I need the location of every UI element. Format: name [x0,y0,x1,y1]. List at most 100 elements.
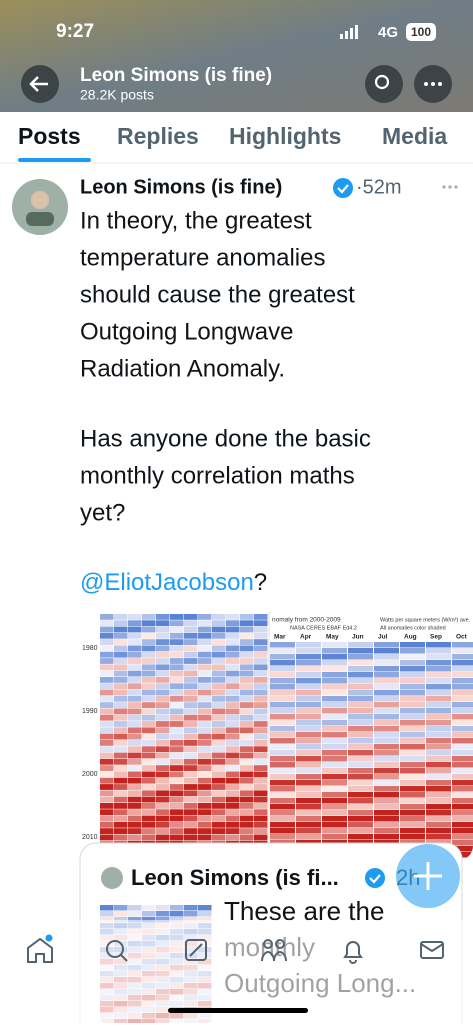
cell [142,733,156,740]
tab[interactable]: Highlights [229,123,341,149]
cell [198,777,212,784]
cell [452,642,473,648]
cell [170,803,184,809]
cell [348,702,373,708]
cell [426,816,451,822]
cell [198,803,212,809]
cell [114,689,128,696]
cell [142,771,156,778]
cell [184,803,198,809]
cell [226,765,240,771]
cell [128,740,142,746]
home-icon[interactable] [27,937,53,963]
cell [322,834,347,840]
cell [142,632,156,639]
tweet-image[interactable]: 1980 1990 2000 2010 nomaly from 2000-2009 Wa… [80,612,473,860]
cell [212,809,226,816]
cell [198,752,212,759]
cell [128,651,142,658]
cell [322,738,347,744]
search-tab-icon[interactable] [106,940,124,958]
grok-icon[interactable] [185,939,207,961]
mention[interactable]: @EliotJacobson [80,569,254,596]
messages-icon[interactable] [420,941,444,959]
cell [128,765,142,771]
cell [348,666,373,672]
cell [156,651,170,658]
cell [128,905,142,911]
cell [270,732,295,738]
month-label: Jun [352,634,364,641]
post-menu[interactable] [442,185,458,189]
cell [114,695,128,702]
cell [156,689,170,696]
tab[interactable]: Replies [117,123,199,149]
cell [348,786,373,792]
tab[interactable]: Media [382,123,447,149]
cell [142,803,156,809]
cell [452,678,473,684]
battery-level: 100 [411,25,431,39]
cell [322,762,347,768]
cell [254,721,268,727]
cell [142,834,156,841]
cell [240,651,254,658]
search-button[interactable] [365,65,403,103]
cell [374,774,399,780]
cell [156,695,170,702]
cell [184,758,198,765]
cell [156,714,170,721]
cell [198,639,212,645]
cell [156,809,170,816]
cell [452,816,473,822]
cell [142,651,156,658]
cell [226,626,240,633]
cell [254,758,268,765]
cell [426,780,451,786]
cell [198,651,212,658]
avatar-body [26,212,54,226]
cell [184,658,198,664]
cell [296,798,321,804]
cell [322,648,347,654]
cell [212,632,226,639]
cell [270,822,295,828]
cell [184,645,198,652]
notifications-icon[interactable] [343,941,363,964]
cell [184,714,198,721]
cell [322,744,347,750]
cell [128,658,142,664]
cell [184,626,198,633]
cell [128,670,142,677]
cell [374,756,399,762]
cell [198,721,212,727]
cell [156,765,170,771]
communities-icon[interactable] [263,939,273,949]
cell [226,708,240,715]
cell [240,758,254,765]
cell [270,708,295,714]
cell [184,809,198,816]
cell [128,828,142,834]
cell [142,670,156,677]
cell [348,660,373,666]
cell [296,720,321,726]
cell [128,721,142,727]
cell [322,804,347,810]
cell [128,677,142,683]
cell [156,771,170,778]
tab[interactable]: Posts [18,123,81,149]
cell [226,815,240,822]
cell [198,714,212,721]
cell [100,790,114,797]
cell [254,809,268,816]
cell [426,774,451,780]
cell [100,721,114,727]
cell [296,756,321,762]
cell [156,834,170,841]
cell [452,810,473,816]
year-label: 1980 [82,645,98,652]
cell [170,740,184,746]
cell [426,726,451,732]
cell [170,727,184,734]
